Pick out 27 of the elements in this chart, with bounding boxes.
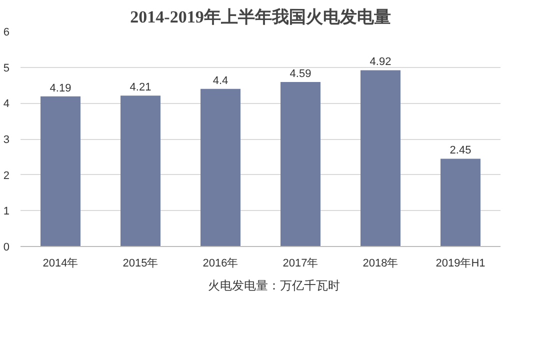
data-label: 4.59 bbox=[290, 68, 312, 80]
data-label: 4.92 bbox=[370, 56, 392, 68]
y-tick-label: 0 bbox=[3, 242, 10, 254]
y-tick-label: 2 bbox=[3, 170, 10, 182]
y-tick-label: 3 bbox=[3, 134, 10, 146]
x-tick-label: 2015年 bbox=[122, 258, 158, 270]
text: 火电发电量：万亿千瓦时 bbox=[208, 278, 340, 294]
y-tick-label: 6 bbox=[3, 26, 10, 38]
data-label: 4.19 bbox=[50, 82, 72, 94]
bar bbox=[360, 70, 400, 246]
data-label: 4.4 bbox=[212, 74, 228, 87]
y-tick-label: 1 bbox=[3, 206, 10, 218]
y-tick-label: 4 bbox=[3, 98, 10, 110]
y-tick-label: 5 bbox=[3, 62, 10, 74]
data-label: 4.21 bbox=[130, 82, 152, 94]
bar bbox=[280, 82, 320, 246]
chart-title: 2014-2019年上半年我国火电发电量 bbox=[130, 8, 391, 26]
x-tick-label: 2019年H1 bbox=[436, 258, 486, 270]
bar bbox=[40, 96, 80, 246]
x-tick-label: 2017年 bbox=[282, 258, 318, 270]
x-tick-label: 2014年 bbox=[42, 258, 78, 270]
data-label: 2.45 bbox=[450, 144, 472, 157]
bar bbox=[120, 96, 160, 246]
x-tick-label: 2018年 bbox=[362, 258, 398, 270]
bar bbox=[440, 158, 480, 246]
bar bbox=[200, 88, 240, 246]
x-tick-label: 2016年 bbox=[202, 258, 238, 270]
